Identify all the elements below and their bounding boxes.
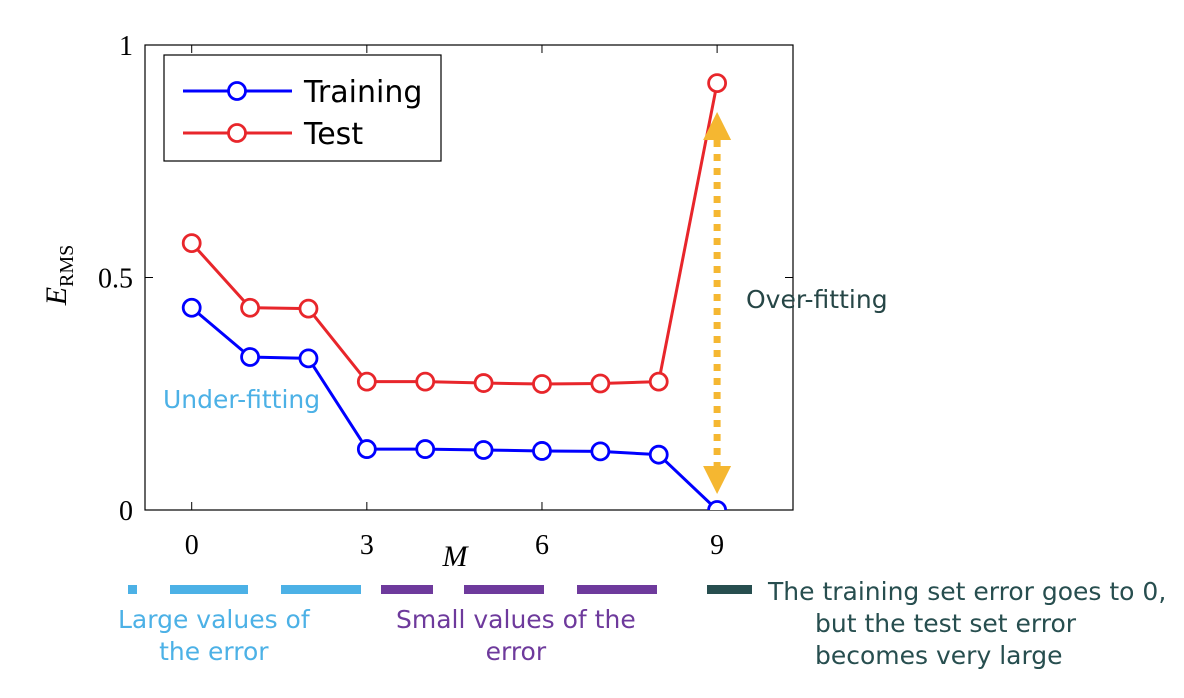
- test-point-5: [473, 373, 494, 393]
- over-fitting-label: Over-fitting: [746, 285, 888, 314]
- training-point-9: [707, 500, 728, 510]
- y-axis-label-sub: RMS: [56, 245, 78, 287]
- training-point-0: [181, 297, 202, 318]
- test-point-9: [707, 73, 728, 94]
- x-tick-label-1: 3: [360, 530, 374, 561]
- overfit-caption-line-2: but the test set error: [815, 609, 1077, 638]
- test-line: [190, 82, 719, 386]
- small-values-caption: Small values of the error: [396, 604, 636, 668]
- large-values-caption: Large values of the error: [118, 604, 310, 668]
- large-values-caption-line-2: the error: [159, 637, 269, 666]
- overfit-caption-line-1: The training set error goes to 0,: [768, 577, 1167, 606]
- arrow-head-up: [703, 112, 732, 140]
- legend-marker-training: [227, 81, 247, 101]
- test-point-4: [415, 371, 436, 392]
- svg-text:ERMS: ERMS: [40, 245, 78, 307]
- test-point-6: [532, 374, 552, 394]
- x-tick-label-0: 0: [185, 530, 199, 561]
- legend: Training Test: [163, 54, 442, 162]
- overfit-caption: The training set error goes to 0, but th…: [768, 576, 1166, 672]
- y-tick-label-1: 0.5: [98, 264, 133, 295]
- training-point-1: [240, 347, 260, 367]
- x-axis-label: M: [442, 540, 470, 573]
- overfitting-arrow: [703, 112, 732, 494]
- test-point-2: [298, 298, 319, 319]
- test-point-8: [648, 371, 669, 392]
- training-point-8: [648, 444, 669, 465]
- large-bar-1: [170, 585, 248, 594]
- x-tick-label-3: 9: [710, 530, 724, 561]
- test-point-7: [590, 373, 611, 394]
- test-point-0: [181, 233, 202, 253]
- small-values-caption-line-1: Small values of the: [396, 605, 636, 634]
- y-tick-label-2: 1: [119, 31, 133, 62]
- under-fitting-label: Under-fitting: [163, 385, 320, 414]
- legend-label-test: Test: [303, 117, 363, 152]
- test-point-1: [240, 297, 260, 318]
- category-bars: [128, 585, 752, 594]
- legend-label-training: Training: [303, 75, 422, 110]
- y-tick-label-0: 0: [119, 496, 133, 527]
- axis-ticks: 0 3 6 9 0 0.5 1: [98, 31, 793, 561]
- small-bar-0: [381, 585, 433, 594]
- training-line: [190, 306, 719, 510]
- y-axis-label: ERMS: [40, 245, 78, 307]
- large-bar-2: [281, 585, 361, 594]
- legend-marker-test: [227, 123, 247, 143]
- overfit-bar-0: [707, 585, 752, 594]
- test-point-3: [356, 371, 377, 392]
- training-point-3: [356, 439, 377, 459]
- small-bar-2: [577, 585, 657, 594]
- training-point-7: [590, 441, 611, 462]
- small-values-caption-line-2: error: [485, 637, 547, 666]
- y-axis-label-main: E: [40, 287, 73, 306]
- large-bar-0: [128, 585, 137, 594]
- training-point-5: [473, 440, 494, 460]
- training-point-2: [298, 348, 319, 369]
- small-bar-1: [464, 585, 544, 594]
- large-values-caption-line-1: Large values of: [118, 605, 310, 634]
- arrow-head-down: [703, 466, 732, 494]
- overfit-caption-line-3: becomes very large: [815, 641, 1063, 670]
- training-point-4: [415, 439, 436, 459]
- series-layer: [181, 73, 728, 510]
- legend-box: [163, 54, 442, 162]
- training-point-6: [532, 441, 552, 461]
- x-tick-label-2: 6: [535, 530, 549, 561]
